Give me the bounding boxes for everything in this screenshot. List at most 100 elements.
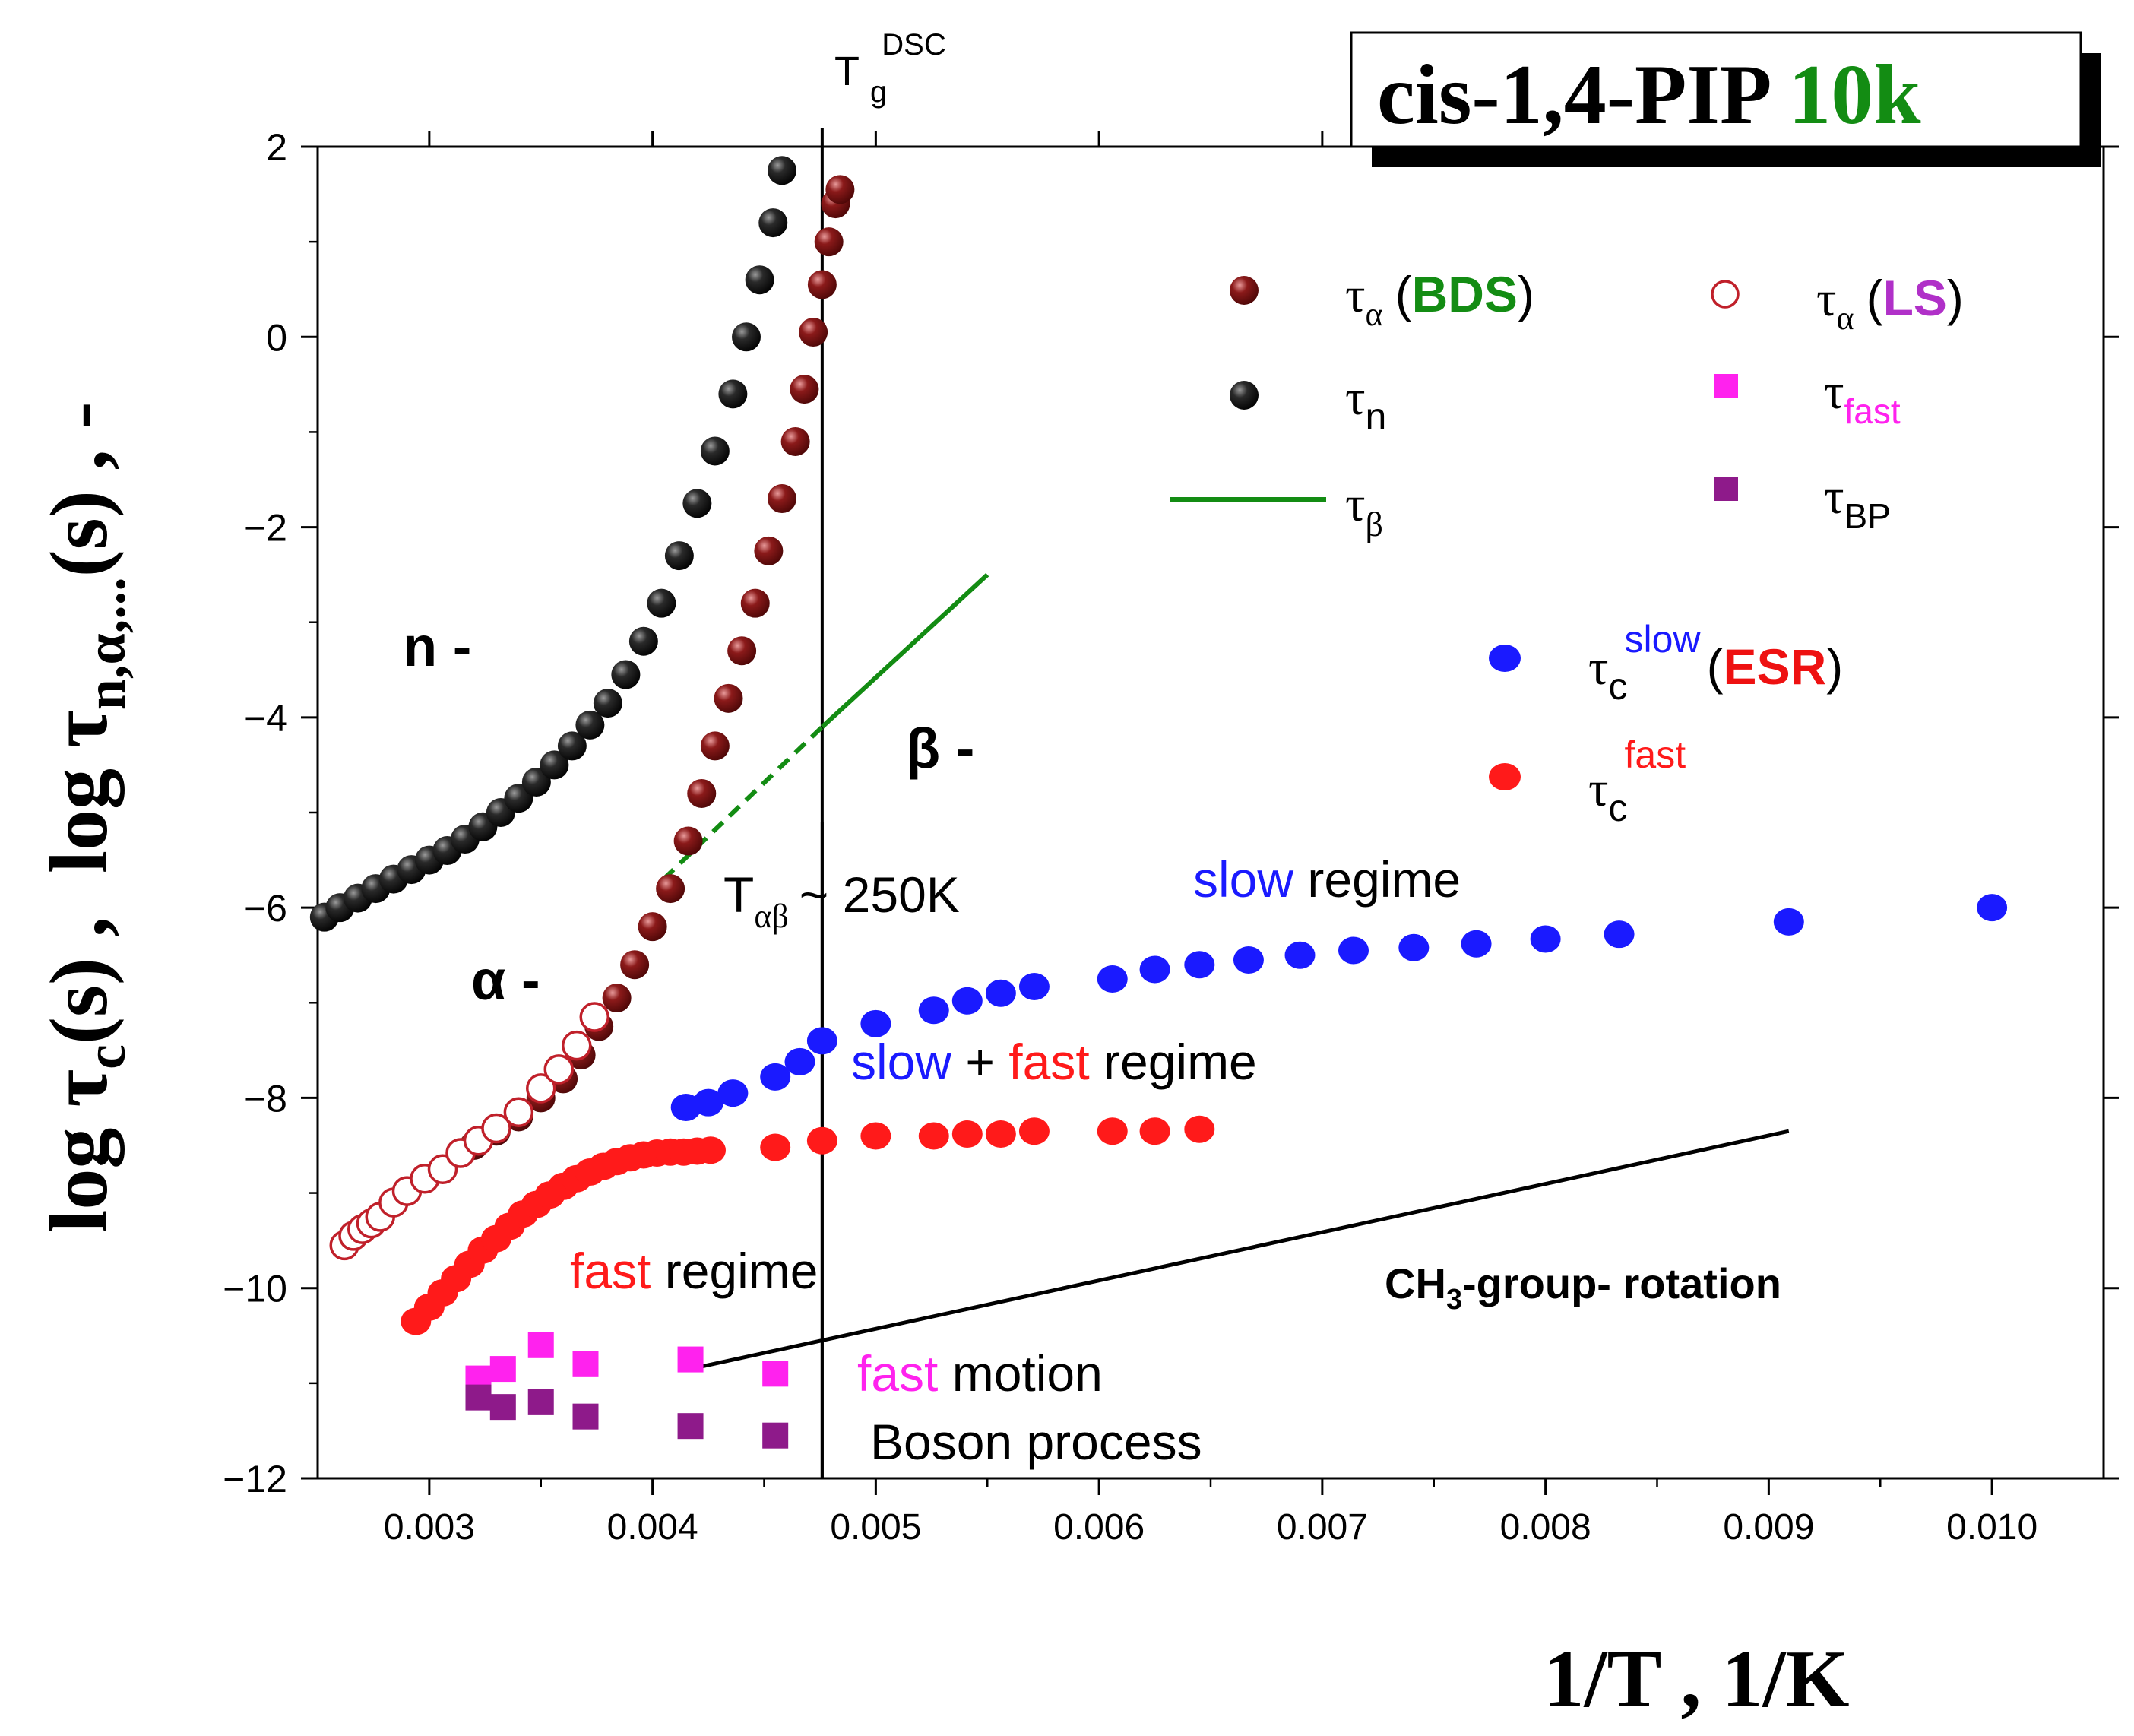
- series-layer: [309, 156, 2008, 1449]
- legend-fastc-tau: τ: [1588, 762, 1609, 817]
- point-bp: [677, 1413, 704, 1440]
- point-n: [718, 379, 748, 409]
- y-axis-label: log τc(s) , log τn,α,...(s) , -: [34, 401, 138, 1232]
- line-ch3-group-rotation: [690, 1129, 1790, 1371]
- point-bp: [572, 1403, 599, 1430]
- point-bds: [790, 375, 819, 404]
- ylabel-sub2: n,α,...: [75, 577, 138, 710]
- point-c-slow-esr: [918, 996, 949, 1025]
- point-n: [521, 767, 551, 797]
- series-bp: [465, 1384, 789, 1449]
- tab-rest: ~ 250K: [799, 866, 960, 923]
- annotation-fast-regime: fast regime: [570, 1243, 818, 1299]
- ch3-main: CH: [1385, 1259, 1446, 1307]
- legend-ls-sub: α: [1837, 299, 1854, 337]
- point-c-slow-esr: [1284, 941, 1316, 969]
- legend-ls: τα (LS): [1816, 270, 1964, 337]
- y-tick-label: −10: [223, 1268, 287, 1310]
- point-ls: [579, 1002, 609, 1032]
- point-c-fast-esr: [1018, 1117, 1050, 1145]
- fast-regime-rest: regime: [665, 1243, 818, 1299]
- point-c-fast-esr: [695, 1136, 726, 1164]
- point-c-slow-esr: [1184, 951, 1215, 979]
- legend-fastc-sub: c: [1609, 787, 1628, 829]
- point-n: [611, 660, 641, 689]
- series-c-slow-esr: [670, 894, 2008, 1121]
- annotation-slow-regime: slow regime: [1193, 851, 1461, 908]
- annotation-tab: Tαβ ~ 250K: [723, 866, 960, 935]
- series-fast: [465, 1332, 789, 1392]
- slow-regime-rest: regime: [1307, 851, 1461, 908]
- series-ls: [329, 1002, 609, 1261]
- tab-T: T: [723, 866, 754, 923]
- point-bds: [727, 636, 757, 666]
- annotation-beta: β -: [906, 717, 974, 780]
- legend-bp-tau: τ: [1824, 469, 1844, 524]
- sf-plus: +: [965, 1034, 995, 1090]
- annotation-boson: Boson process: [870, 1414, 1202, 1470]
- x-tick-label: 0.003: [384, 1507, 475, 1548]
- point-c-fast-esr: [806, 1126, 837, 1155]
- x-axis-label: 1/T , 1/K: [1543, 1634, 1849, 1725]
- point-bds: [807, 270, 837, 299]
- sf-fast: fast: [1008, 1034, 1089, 1090]
- legend-beta-sub: β: [1366, 505, 1383, 543]
- series-c-fast-esr: [401, 1115, 1215, 1335]
- point-n: [540, 750, 569, 780]
- legend-n: τn: [1345, 370, 1386, 438]
- legend-esr-close: ): [1826, 638, 1843, 695]
- point-bp: [465, 1384, 492, 1411]
- point-c-slow-esr: [784, 1047, 815, 1075]
- point-bds: [814, 227, 844, 257]
- legend-bp: τBP: [1824, 469, 1891, 536]
- y-tick-label: −4: [244, 697, 287, 740]
- legend-beta: τβ: [1345, 477, 1383, 543]
- point-c-fast-esr: [860, 1122, 891, 1150]
- x-tick-label: 0.007: [1277, 1507, 1368, 1548]
- point-fast: [677, 1346, 704, 1373]
- point-ls: [503, 1097, 534, 1127]
- point-c-fast-esr: [1097, 1117, 1128, 1145]
- reference-lines: [662, 127, 1790, 1478]
- legend-marker-bp: [1714, 477, 1738, 501]
- point-c-fast-esr: [985, 1120, 1016, 1148]
- legend-bds: τα (BDS): [1345, 266, 1534, 333]
- point-fast: [489, 1356, 516, 1383]
- series-bds: [459, 175, 855, 1160]
- y-tick-label: −12: [223, 1458, 287, 1500]
- legend-ls-close: ): [1947, 270, 1964, 326]
- legend-marker-fastc: [1489, 763, 1521, 790]
- point-bp: [489, 1394, 516, 1421]
- point-c-slow-esr: [1604, 920, 1635, 949]
- point-n: [575, 710, 605, 740]
- point-bds: [602, 984, 632, 1013]
- legend-slow-sub: c: [1609, 665, 1628, 708]
- legend-beta-tau: τ: [1345, 477, 1366, 532]
- legend-slow-sup: slow: [1625, 618, 1702, 661]
- point-n: [628, 626, 658, 656]
- point-bds: [687, 778, 717, 808]
- annotations: n - β - α - Tαβ ~ 250K slow regime slow +…: [403, 615, 1781, 1470]
- annotation-n: n -: [403, 615, 471, 678]
- point-fast: [527, 1332, 554, 1358]
- point-bds: [740, 588, 770, 618]
- legend-bds-open: (: [1395, 266, 1412, 322]
- legend-fastc: τc fast: [1588, 733, 1686, 829]
- point-c-slow-esr: [1233, 946, 1264, 974]
- point-n: [557, 731, 587, 761]
- legend-fast: τfast: [1824, 364, 1901, 431]
- point-n: [664, 541, 694, 571]
- point-bds: [825, 175, 855, 204]
- point-bds: [620, 950, 650, 980]
- title-box: cis-1,4-PIP 10k: [1350, 31, 2101, 167]
- point-c-slow-esr: [1139, 955, 1170, 984]
- point-bds: [673, 826, 703, 856]
- point-n: [682, 489, 712, 518]
- point-c-slow-esr: [806, 1027, 837, 1055]
- legend-bds-sub: α: [1366, 296, 1383, 333]
- point-c-slow-esr: [1530, 925, 1561, 953]
- point-n: [745, 265, 774, 295]
- x-tick-label: 0.005: [830, 1507, 921, 1548]
- point-bds: [638, 912, 667, 942]
- ylabel-tau1: τ: [34, 1069, 125, 1107]
